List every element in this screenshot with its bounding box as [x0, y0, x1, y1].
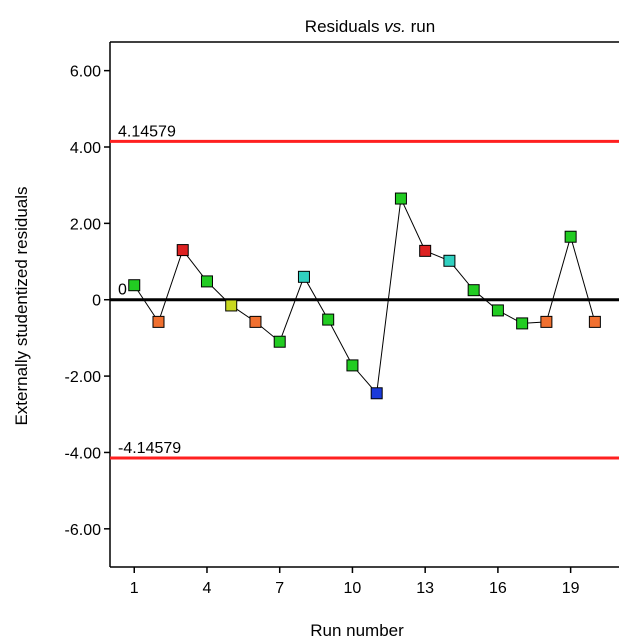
data-point: [370, 387, 383, 400]
y-axis-title: Externally studentized residuals: [12, 186, 31, 425]
y-tick-label: -2.00: [65, 369, 102, 386]
x-tick-label: 16: [489, 580, 507, 597]
y-tick-label: 6.00: [70, 64, 101, 81]
data-point: [273, 335, 286, 348]
data-point: [443, 254, 456, 267]
y-tick-label: 0: [92, 293, 101, 310]
reference-line-label: 0: [118, 282, 127, 299]
data-point: [176, 244, 189, 257]
data-point: [516, 317, 529, 330]
data-point: [540, 315, 553, 328]
x-tick-label: 1: [130, 580, 139, 597]
y-tick-label: 2.00: [70, 216, 101, 233]
data-point: [346, 359, 359, 372]
y-tick-label: -4.00: [65, 445, 102, 462]
data-point: [564, 230, 577, 243]
data-point: [152, 315, 165, 328]
x-tick-label: 10: [344, 580, 362, 597]
data-point: [297, 270, 310, 283]
x-tick-label: 4: [203, 580, 212, 597]
reference-line-label: 4.14579: [118, 123, 176, 140]
data-point: [225, 299, 238, 312]
data-point: [491, 304, 504, 317]
plot-area: 6.00 4.00 2.00 0 -2.00 -4.00 -6.00 1 4 7 10 13 16 19 4…: [65, 41, 619, 597]
data-point: [394, 192, 407, 205]
data-point: [419, 244, 432, 257]
x-axis-title: Run number: [310, 621, 404, 640]
reference-line-label: -4.14579: [118, 440, 181, 457]
data-point: [467, 284, 480, 297]
data-point: [128, 279, 141, 292]
y-tick-label: -6.00: [65, 522, 102, 539]
y-tick-label: 4.00: [70, 140, 101, 157]
chart-title: Residuals vs. run: [305, 17, 435, 36]
series-line: [133, 196, 596, 395]
x-tick-label: 13: [416, 580, 434, 597]
data-point: [588, 315, 601, 328]
x-tick-label: 7: [275, 580, 284, 597]
data-point: [249, 315, 262, 328]
x-tick-label: 19: [562, 580, 580, 597]
data-point: [200, 275, 213, 288]
data-point: [322, 313, 335, 326]
